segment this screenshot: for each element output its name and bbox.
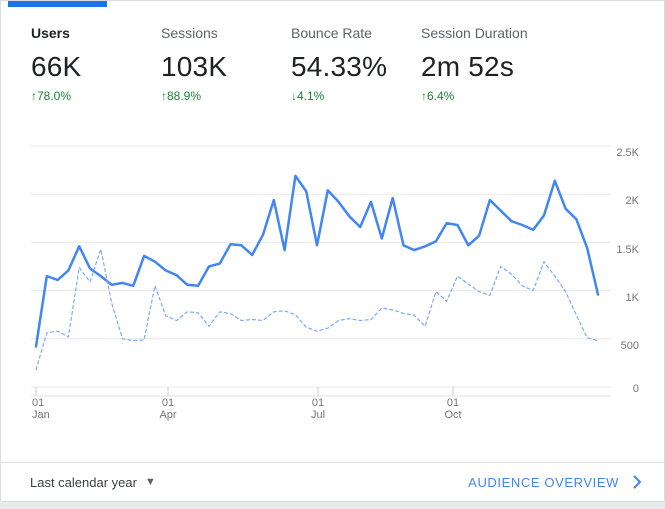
x-tick-label: 01 Oct — [429, 397, 477, 421]
x-tick-day: 01 — [446, 397, 460, 409]
active-tab-indicator — [8, 1, 107, 7]
y-tick-label: 0 — [632, 383, 639, 395]
metric-value: 66K — [31, 51, 82, 82]
audience-overview-link[interactable]: AUDIENCE OVERVIEW — [468, 475, 642, 490]
metric-value: 2m 52s — [421, 51, 515, 82]
x-tick-month: Apr — [159, 409, 177, 421]
x-tick-day: 01 — [32, 397, 45, 409]
x-tick-day: 01 — [161, 397, 175, 409]
x-tick-label: 01 Jan — [32, 397, 80, 421]
card-footer: Last calendar year ▼ AUDIENCE OVERVIEW — [1, 462, 664, 501]
x-tick-label: 01 Jul — [294, 397, 342, 421]
date-range-label: Last calendar year — [30, 474, 137, 490]
y-tick-label: 1K — [625, 292, 639, 304]
y-tick-label: 2.5K — [616, 147, 639, 159]
date-range-dropdown[interactable]: Last calendar year ▼ — [30, 475, 156, 490]
metric-delta: ↓4.1% — [291, 89, 325, 103]
x-tick-month: Oct — [444, 409, 462, 421]
x-tick-day: 01 — [311, 397, 325, 409]
metric-tab-session-duration[interactable]: Session Duration 2m 52s ↑6.4% — [421, 25, 545, 103]
metric-tab-sessions[interactable]: Sessions 103K ↑88.9% — [161, 25, 285, 103]
metric-label: Session Duration — [421, 25, 528, 41]
x-tick-label: 01 Apr — [144, 397, 192, 421]
traffic-chart — [31, 145, 611, 397]
metric-tab-users[interactable]: Users 66K ↑78.0% — [31, 25, 155, 103]
metric-label: Sessions — [161, 25, 218, 41]
metric-tab-bounce-rate[interactable]: Bounce Rate 54.33% ↓4.1% — [291, 25, 415, 103]
y-tick-label: 1.5K — [616, 244, 639, 256]
current-period-line — [34, 174, 600, 348]
metric-delta: ↑78.0% — [31, 89, 72, 103]
previous-period-line — [35, 248, 599, 371]
y-tick-label: 2K — [625, 195, 639, 207]
metric-label: Users — [31, 25, 70, 41]
x-tick-month: Jul — [310, 409, 326, 421]
chevron-right-icon — [633, 475, 642, 489]
dropdown-caret-icon: ▼ — [144, 475, 156, 488]
audience-overview-label: AUDIENCE OVERVIEW — [468, 474, 619, 490]
metric-label: Bounce Rate — [291, 25, 372, 41]
y-tick-label: 500 — [620, 340, 639, 352]
metric-value: 54.33% — [291, 51, 388, 82]
metric-delta: ↑6.4% — [421, 89, 455, 103]
metric-value: 103K — [161, 51, 228, 82]
metric-delta: ↑88.9% — [161, 89, 202, 103]
x-tick-month: Jan — [32, 409, 50, 421]
